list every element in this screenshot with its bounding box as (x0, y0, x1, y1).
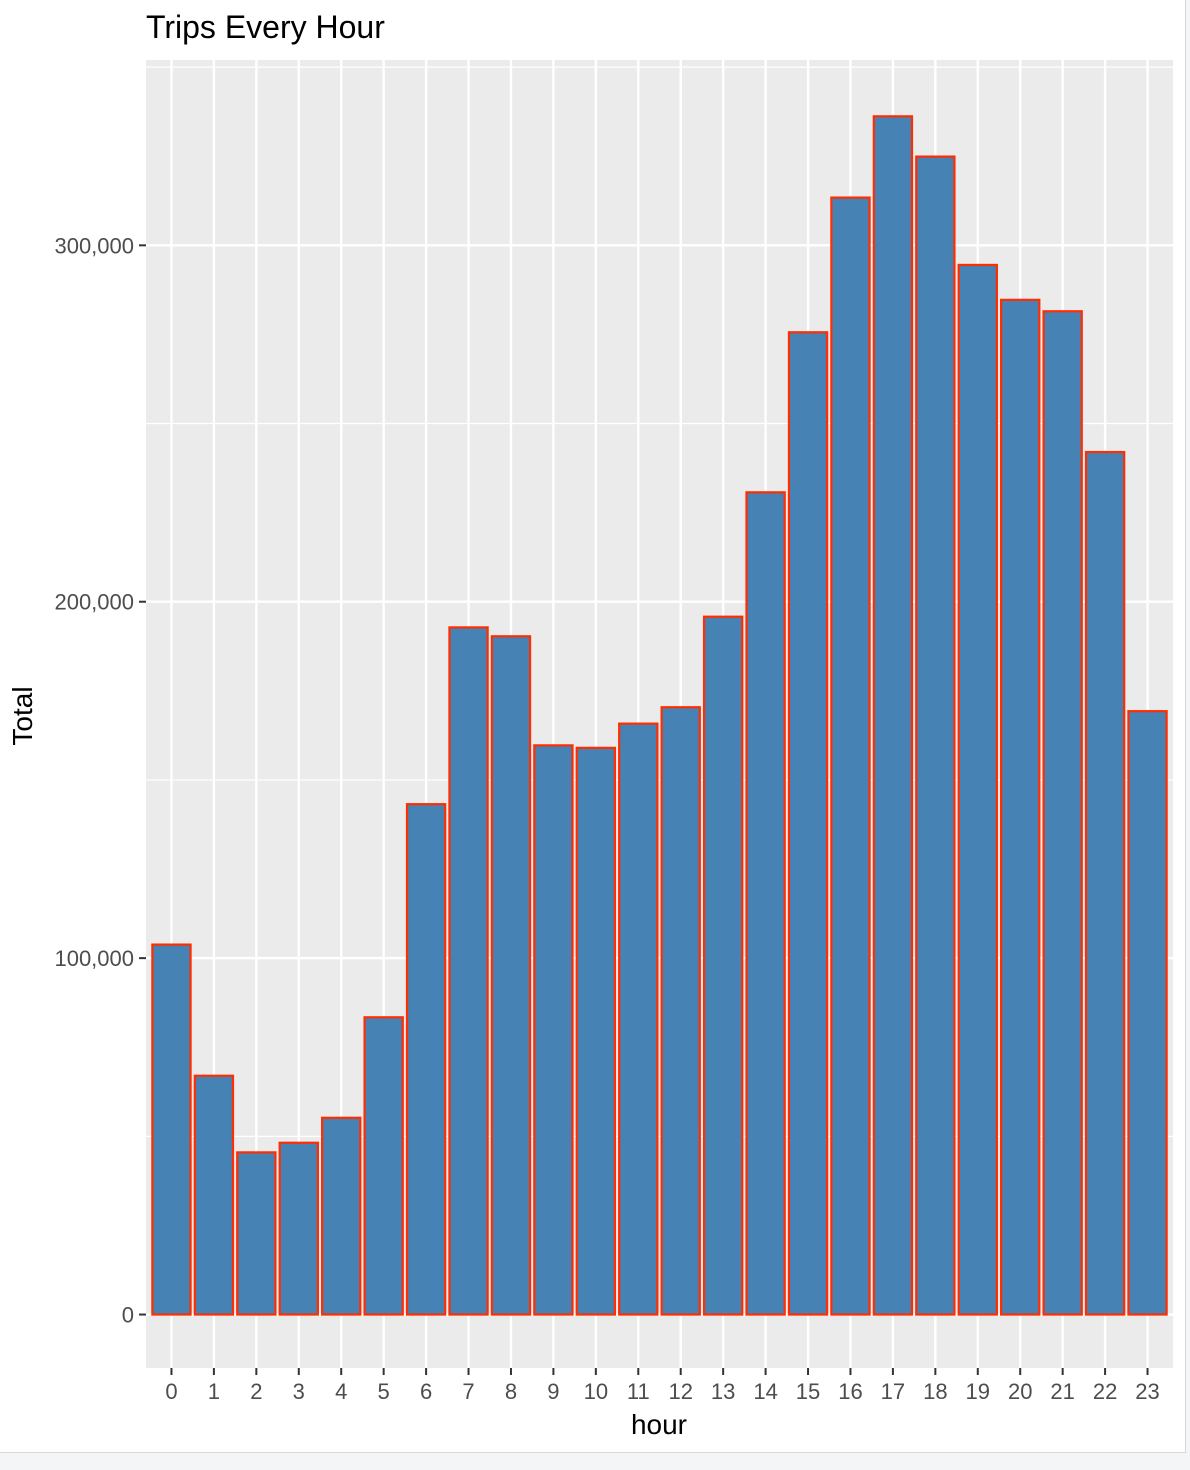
x-tick-label: 13 (711, 1379, 735, 1404)
bar-hour-9 (533, 744, 574, 1316)
bar-hour-11 (618, 722, 659, 1316)
x-tick-label: 3 (293, 1379, 305, 1404)
x-tick-label: 10 (584, 1379, 608, 1404)
x-tick-label: 14 (753, 1379, 777, 1404)
bar-hour-15 (787, 331, 829, 1316)
y-axis: 0 100,000 200,000 300,000 (54, 233, 146, 1328)
bar-hour-20 (1000, 298, 1041, 1316)
bar-hour-14 (745, 491, 786, 1316)
bar-hour-19 (957, 263, 998, 1316)
bar-hour-18 (915, 155, 956, 1316)
bar-hour-0 (151, 943, 192, 1316)
x-tick-label: 2 (250, 1379, 262, 1404)
x-axis: 0 1 2 3 4 5 6 7 8 9 10 11 12 13 14 15 16 17 18 19 20 21 22 23 (165, 1368, 1160, 1404)
bar-hour-7 (448, 626, 489, 1316)
bar-hour-8 (490, 635, 532, 1316)
x-tick-label: 5 (378, 1379, 390, 1404)
chart-title: Trips Every Hour (146, 9, 385, 45)
bar-hour-17 (872, 115, 914, 1316)
bar-hour-16 (830, 196, 871, 1316)
bar-hour-3 (278, 1141, 319, 1316)
bar-hour-21 (1042, 310, 1083, 1316)
x-tick-label: 19 (966, 1379, 990, 1404)
x-tick-label: 20 (1008, 1379, 1032, 1404)
x-tick-label: 12 (668, 1379, 692, 1404)
bar-hour-2 (236, 1151, 277, 1316)
x-tick-label: 22 (1093, 1379, 1117, 1404)
x-axis-title: hour (631, 1409, 687, 1440)
y-tick-label: 0 (122, 1303, 134, 1328)
x-tick-label: 9 (547, 1379, 559, 1404)
x-tick-label: 18 (923, 1379, 947, 1404)
bars (151, 115, 1168, 1316)
x-tick-label: 15 (796, 1379, 820, 1404)
x-tick-label: 16 (838, 1379, 862, 1404)
x-tick-label: 21 (1050, 1379, 1074, 1404)
x-tick-label: 23 (1135, 1379, 1159, 1404)
y-tick-label: 100,000 (54, 946, 134, 971)
x-tick-label: 1 (208, 1379, 220, 1404)
y-axis-title: Total (7, 686, 38, 745)
x-tick-label: 8 (505, 1379, 517, 1404)
x-tick-label: 0 (165, 1379, 177, 1404)
bar-hour-10 (575, 746, 617, 1316)
bar-hour-22 (1084, 450, 1126, 1316)
bar-hour-1 (193, 1074, 235, 1316)
bar-hour-4 (321, 1116, 362, 1316)
bar-hour-23 (1127, 710, 1168, 1316)
y-tick-label: 200,000 (54, 590, 134, 615)
bar-hour-12 (660, 706, 701, 1316)
x-tick-label: 6 (420, 1379, 432, 1404)
bar-hour-5 (363, 1016, 404, 1316)
x-tick-label: 4 (335, 1379, 347, 1404)
x-tick-label: 11 (627, 1379, 650, 1404)
bar-hour-13 (702, 615, 744, 1316)
bar-hour-6 (405, 803, 447, 1316)
x-tick-label: 7 (462, 1379, 474, 1404)
x-tick-label: 17 (881, 1379, 905, 1404)
y-tick-label: 300,000 (54, 233, 134, 258)
